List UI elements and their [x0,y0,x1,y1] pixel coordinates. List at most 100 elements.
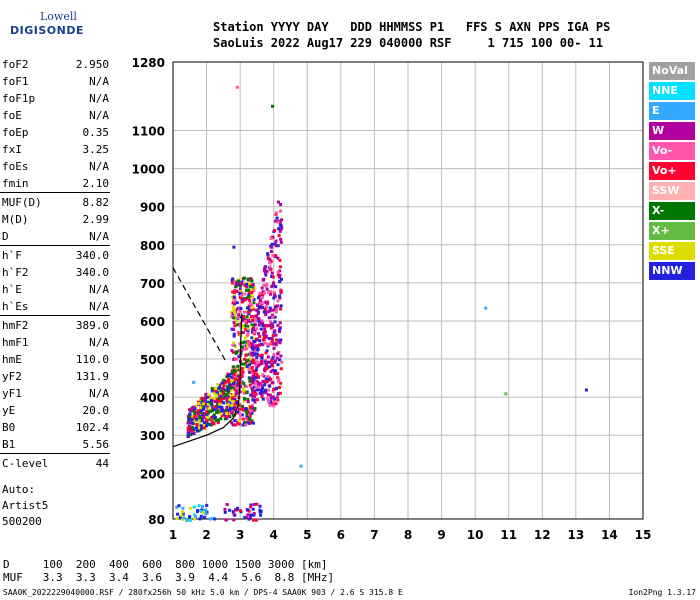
echo-point [265,269,269,273]
echo-point [242,362,246,366]
echo-point [262,269,266,273]
echo-point [249,405,253,409]
param-row: yF2 131.9 [0,368,112,385]
echo-point [220,414,224,418]
echo-point [255,518,259,522]
echo-point [197,410,201,414]
echo-point [227,395,231,399]
legend-item-noval: NoVal [649,62,695,80]
echo-point [206,402,210,406]
echo-point [269,267,273,271]
echo-point [256,385,260,389]
echo-point [215,390,219,394]
echo-point [238,405,242,409]
echo-point [268,393,272,397]
echo-point [280,218,284,222]
echo-point [272,281,276,285]
echo-point [270,362,274,366]
echo-point [233,298,237,302]
echo-point [234,377,238,381]
echo-point [278,327,282,331]
echo-point [205,424,209,428]
param-value: N/A [89,92,109,105]
echo-point [252,503,256,507]
echo-point [214,393,218,397]
param-value: N/A [89,160,109,173]
echo-point [276,379,280,383]
echo-point [250,292,254,296]
echo-point [249,393,253,397]
x-tick-label: 9 [437,528,445,542]
echo-point [238,390,242,394]
echo-point [219,389,223,393]
echo-point [265,360,269,364]
echo-point [252,512,256,516]
x-tick-label: 15 [635,528,652,542]
echo-point [259,390,263,394]
echo-point [261,338,265,342]
param-value: N/A [89,300,109,313]
echo-point [262,335,266,339]
param-row: B0 102.4 [0,419,112,436]
echo-point [247,368,251,372]
echo-point [242,399,246,403]
echo-point [233,310,237,314]
echo-point [276,352,280,356]
echo-point [246,343,250,347]
echo-point [271,356,275,360]
param-separator [0,453,110,454]
echo-point [257,323,261,327]
echo-point [233,388,237,392]
echo-point [254,392,258,396]
echo-point [214,419,218,423]
echo-point [253,349,257,353]
param-value: 340.0 [75,266,109,279]
echo-point [242,391,246,395]
digisonde-logo: Lowell DIGISONDE [2,4,83,44]
muf-value-row: MUF 3.3 3.3 3.4 3.6 3.9 4.4 5.6 8.8 [MHz… [3,571,335,584]
echo-point [274,285,278,289]
echo-point [244,288,248,292]
echo-point [275,356,279,360]
echo-point [240,413,244,417]
echo-point [212,397,216,401]
echo-point [199,411,203,415]
echo-point [186,428,190,432]
echo-point [202,412,206,416]
echo-point [279,237,283,241]
echo-point [243,336,247,340]
echo-point [225,393,229,397]
echo-point [231,396,235,400]
echo-point [192,417,196,421]
sparse-echo-point [584,388,588,392]
echo-point [276,363,280,367]
echo-point [273,228,277,232]
echo-point [255,398,259,402]
auto-line1: Auto: [2,483,36,496]
echo-point [246,306,250,310]
echo-point [236,374,240,378]
x-tick-label: 2 [202,528,210,542]
echo-point [188,515,192,519]
echo-point [216,399,220,403]
param-row: foF2 2.950 [0,56,112,73]
echo-point [259,294,263,298]
echo-point [273,397,277,401]
echo-point [273,315,277,319]
x-tick-label: 8 [404,528,412,542]
echo-point [201,505,205,509]
echo-point [213,415,217,419]
echo-point [263,330,267,334]
echo-point [209,399,213,403]
echo-point [278,220,282,224]
x-tick-label: 3 [236,528,244,542]
echo-point [269,400,273,404]
echo-point [263,266,267,270]
echo-point [223,392,227,396]
echo-point [240,282,244,286]
echo-point [250,388,254,392]
echo-point [225,375,229,379]
echo-point [273,372,277,376]
param-name: foEp [2,126,29,139]
echo-point [280,226,284,230]
